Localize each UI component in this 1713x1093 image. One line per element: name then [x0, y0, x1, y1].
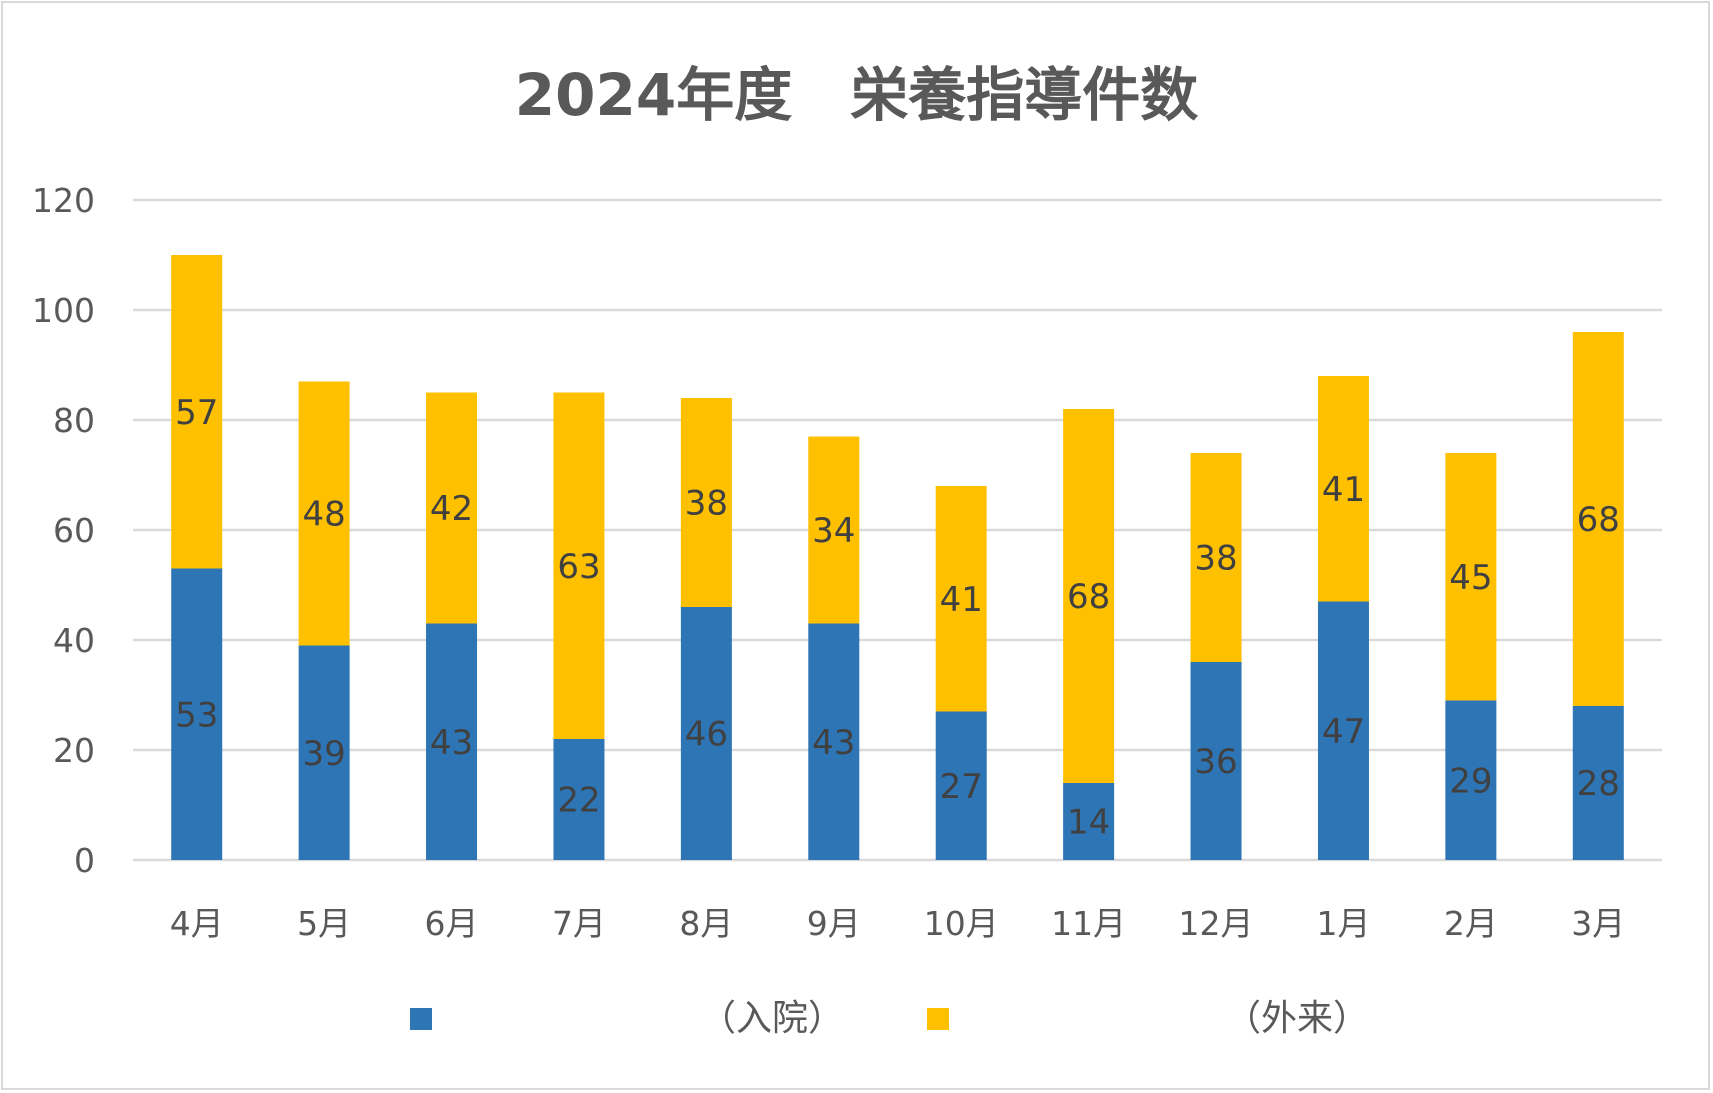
bar-outpatient — [808, 436, 860, 624]
y-tick-label: 80 — [53, 401, 95, 440]
data-label: 46 — [685, 715, 728, 755]
legend-swatch — [927, 1008, 949, 1030]
bar-outpatient — [680, 398, 732, 607]
bar-inpatient — [553, 739, 605, 860]
x-tick-label: 2月 — [1444, 904, 1498, 943]
x-tick-label: 12月 — [1179, 904, 1254, 943]
legend-label: （外来） — [1225, 998, 1369, 1039]
data-label: 48 — [302, 495, 345, 535]
y-tick-label: 0 — [74, 841, 95, 880]
bar-outpatient — [171, 255, 223, 569]
data-label: 41 — [1322, 470, 1365, 510]
bar-inpatient — [680, 607, 732, 860]
chart-title: 2024年度 栄養指導件数 — [514, 61, 1199, 129]
data-label: 28 — [1577, 764, 1620, 804]
y-tick-label: 60 — [53, 511, 95, 550]
data-label: 38 — [685, 484, 728, 524]
x-tick-label: 1月 — [1316, 904, 1370, 943]
data-label: 27 — [940, 767, 983, 807]
bar-outpatient — [426, 392, 478, 624]
bar-inpatient — [298, 645, 350, 860]
data-label: 63 — [557, 547, 600, 587]
x-tick-label: 3月 — [1571, 904, 1625, 943]
data-label: 14 — [1067, 803, 1110, 843]
bar-outpatient — [1572, 332, 1624, 706]
bar-inpatient — [1572, 706, 1624, 860]
bar-outpatient — [298, 381, 350, 646]
data-label: 47 — [1322, 712, 1365, 752]
bar-inpatient — [171, 568, 223, 860]
data-label: 68 — [1577, 500, 1620, 540]
y-tick-label: 40 — [53, 621, 95, 660]
bar-inpatient — [808, 623, 860, 860]
data-label: 45 — [1449, 558, 1492, 598]
bar-inpatient — [1445, 700, 1497, 860]
x-tick-label: 7月 — [552, 904, 606, 943]
y-tick-label: 100 — [32, 291, 95, 330]
data-label: 29 — [1449, 761, 1492, 801]
x-tick-label: 11月 — [1051, 904, 1126, 943]
data-label: 43 — [430, 723, 473, 763]
legend-label: （入院） — [700, 998, 844, 1039]
bar-inpatient — [426, 623, 478, 860]
data-label: 34 — [812, 511, 855, 551]
bar-inpatient — [935, 711, 987, 860]
legend-swatch — [410, 1008, 432, 1030]
x-tick-label: 4月 — [170, 904, 224, 943]
bar-outpatient — [1063, 409, 1115, 783]
data-label: 57 — [175, 393, 218, 433]
x-tick-label: 5月 — [297, 904, 351, 943]
data-label: 38 — [1194, 539, 1237, 579]
x-tick-label: 10月 — [924, 904, 999, 943]
data-label: 22 — [557, 781, 600, 821]
y-tick-label: 120 — [32, 181, 95, 220]
bar-outpatient — [553, 392, 605, 739]
data-label: 36 — [1194, 742, 1237, 782]
data-label: 43 — [812, 723, 855, 763]
x-tick-label: 8月 — [679, 904, 733, 943]
bar-inpatient — [1063, 783, 1115, 860]
data-label: 42 — [430, 489, 473, 529]
bar-outpatient — [1317, 376, 1369, 602]
data-label: 39 — [302, 734, 345, 774]
bar-outpatient — [1445, 453, 1497, 701]
bar-inpatient — [1190, 662, 1242, 860]
y-tick-label: 20 — [53, 731, 95, 770]
x-tick-label: 6月 — [425, 904, 479, 943]
data-label: 68 — [1067, 577, 1110, 617]
bar-outpatient — [1190, 453, 1242, 662]
data-label: 53 — [175, 695, 218, 735]
bar-outpatient — [935, 486, 987, 712]
data-label: 41 — [940, 580, 983, 620]
x-tick-label: 9月 — [807, 904, 861, 943]
bar-inpatient — [1317, 601, 1369, 860]
